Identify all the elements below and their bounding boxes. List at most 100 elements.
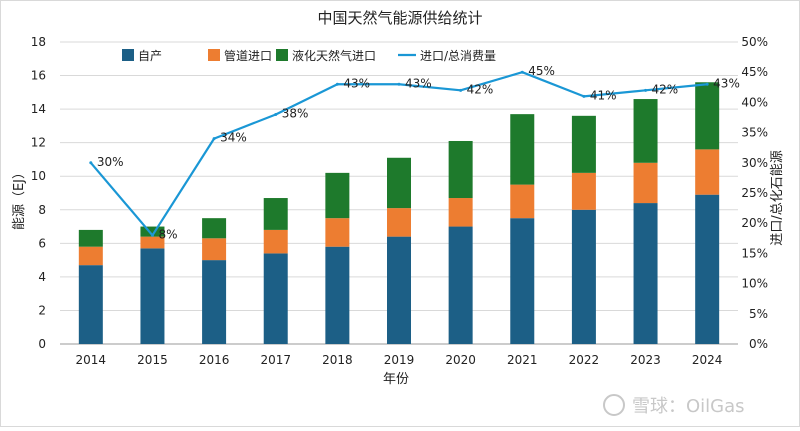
bar-segment [695,149,720,195]
y2-tick-label: 25% [741,186,768,200]
legend-label: 进口/总消费量 [420,49,496,63]
legend: 自产 管道进口 液化天然气进口 进口/总消费量 [122,48,496,63]
legend-swatch [122,49,134,61]
ratio-point [89,161,93,165]
x-tick-label: 2014 [76,353,107,367]
y2-tick-label: 30% [741,156,768,170]
ratio-point [520,70,524,74]
ratio-data-label: 42% [652,82,679,96]
bar-segment [78,246,103,266]
bar-segment [202,238,227,261]
y2-tick-label: 45% [741,65,768,79]
legend-label: 管道进口 [224,48,272,63]
x-tick-label: 2022 [569,353,600,367]
ratio-point [212,137,216,141]
legend-swatch [276,49,288,61]
x-tick-label: 2023 [630,353,661,367]
ratio-data-label: 43% [343,76,370,90]
y-tick-label: 0 [38,337,46,351]
y2-tick-label: 10% [741,277,768,291]
ratio-data-label: 8% [158,227,177,241]
y2-axis-label: 进口/总化石能源 [770,150,785,245]
bar-segment [263,198,288,230]
ratio-data-label: 43% [405,76,432,90]
y-tick-label: 2 [38,303,46,317]
bar-segment [387,208,411,237]
chart-title: 中国天然气能源供给统计 [317,9,482,27]
bar-segment [263,253,288,344]
y-tick-label: 14 [31,102,46,116]
x-tick-label: 2017 [260,353,291,367]
y2-tick-label: 35% [741,126,768,140]
bar-segment [448,226,473,344]
bar-segment [571,115,596,173]
bar-segment [695,194,720,344]
x-axis: 2014 2015 2016 2017 2018 2019 2020 2021 2022 2023… [76,353,723,367]
ratio-point [274,112,278,116]
ratio-point [397,82,401,86]
bar-segment [387,236,411,344]
ratio-data-label: 42% [467,82,494,96]
y-tick-label: 6 [38,236,46,250]
legend-label: 自产 [138,49,162,63]
x-tick-label: 2024 [692,353,723,367]
bar-segment [140,226,165,237]
bar-segment [510,184,535,219]
bar-segment [78,265,103,344]
y2-tick-label: 20% [741,216,768,230]
y2-tick-label: 40% [741,95,768,109]
bar-segment [263,229,288,254]
bar-segment [571,172,596,210]
bar-segment [140,248,165,344]
x-tick-label: 2020 [445,353,476,367]
ratio-point [644,88,648,92]
bar-segment [202,218,227,239]
ratio-data-label: 43% [713,76,740,90]
x-tick-label: 2018 [322,353,353,367]
left-axis: 0 2 4 6 8 10 12 14 16 18 [31,35,46,351]
y2-tick-label: 0% [749,337,768,351]
ratio-point [459,88,463,92]
ratio-point [582,94,586,98]
bar-segment [695,82,720,150]
legend-swatch [208,49,220,61]
ratio-data-label: 34% [220,131,247,145]
x-tick-label: 2015 [137,353,168,367]
bar-segment [510,218,535,344]
y-axis-label: 能源（EJ） [12,166,27,230]
x-axis-label: 年份 [383,372,409,387]
bar-segment [78,229,103,247]
bar-segment [140,236,165,249]
y-tick-label: 12 [31,136,46,150]
ratio-data-label: 45% [528,64,555,78]
bar-segment [202,260,227,344]
bar-segment [510,114,535,185]
y-tick-label: 4 [38,270,46,284]
bar-segment [448,140,473,199]
y-tick-label: 10 [31,169,46,183]
line-series: 30% 8% 34% 38% 43% 43% 42% 45% 41% 42% 43% [89,64,740,241]
legend-label: 液化天然气进口 [292,48,376,63]
bar-segment [325,172,350,219]
bar-series [78,82,720,344]
ratio-data-label: 41% [590,88,617,102]
y-tick-label: 8 [38,203,46,217]
bar-segment [387,157,411,209]
bar-segment [325,246,350,344]
bar-segment [633,99,658,163]
ratio-point [705,82,709,86]
bar-segment [571,209,596,344]
ratio-point [335,82,339,86]
bar-segment [633,203,658,344]
watermark-text: 雪球：OilGas [632,396,745,417]
right-axis: 0% 5% 10% 15% 20% 25% 30% 35% 40% 45% 50% [741,35,768,351]
ratio-data-label: 38% [282,106,309,120]
watermark: 雪球：OilGas [603,394,745,417]
x-tick-label: 2019 [384,353,415,367]
y2-tick-label: 15% [741,246,768,260]
bar-segment [633,162,658,204]
x-tick-label: 2016 [199,353,230,367]
